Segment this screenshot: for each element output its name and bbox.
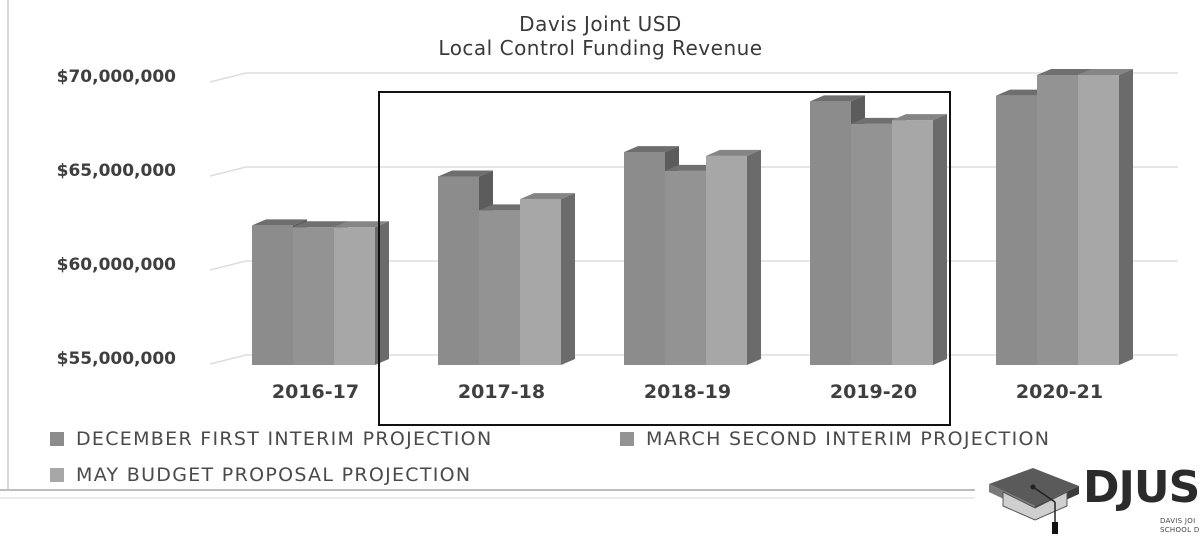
- chart-title: Davis Joint USD: [519, 12, 682, 36]
- x-tick-label: 2018-19: [644, 381, 731, 403]
- bar-side: [1119, 69, 1133, 365]
- bar-top: [892, 114, 947, 121]
- legend-label-may: MAY BUDGET PROPOSAL PROJECTION: [76, 464, 472, 486]
- bar-top: [1037, 69, 1092, 75]
- bar: [624, 152, 665, 365]
- highlight-box: [378, 91, 951, 426]
- x-tick-label: 2020-21: [1016, 381, 1103, 403]
- chart-subtitle: Local Control Funding Revenue: [438, 36, 763, 60]
- bar-side: [747, 149, 761, 365]
- bar-top: [334, 221, 389, 228]
- bar: [996, 95, 1037, 366]
- logo-subtext-1: DAVIS JOI: [1160, 517, 1196, 525]
- bar: [293, 227, 334, 365]
- logo-subtext-2: SCHOOL D: [1160, 526, 1200, 534]
- bar-top: [293, 221, 348, 228]
- bar: [1078, 75, 1119, 365]
- gridline: [209, 72, 1178, 83]
- bar: [810, 101, 851, 365]
- legend-swatch-december: [50, 432, 64, 446]
- legend-swatch-march: [620, 432, 634, 446]
- legend-item-december: DECEMBER FIRST INTERIM PROJECTION: [50, 428, 492, 450]
- bar-top: [624, 146, 679, 153]
- bar-side: [561, 193, 575, 365]
- x-tick-label: 2016-17: [272, 381, 359, 403]
- bar: [334, 227, 375, 365]
- bar: [520, 199, 561, 365]
- bar-side: [375, 221, 389, 365]
- y-tick-label: $55,000,000: [57, 349, 177, 369]
- bar-top: [252, 219, 307, 226]
- bar-side: [933, 114, 947, 366]
- bar: [706, 155, 747, 365]
- bar-top: [810, 95, 865, 102]
- bar: [252, 225, 293, 365]
- legend-label-march: MARCH SECOND INTERIM PROJECTION: [646, 428, 1051, 450]
- bar-top: [520, 193, 575, 200]
- y-tick-label: $65,000,000: [57, 161, 177, 181]
- bar: [851, 123, 892, 365]
- x-tick-label: 2017-18: [458, 381, 545, 403]
- y-tick-label: $70,000,000: [57, 67, 177, 87]
- legend-item-march: MARCH SECOND INTERIM PROJECTION: [620, 428, 1050, 450]
- bar: [438, 176, 479, 365]
- graduation-cap-icon: [989, 468, 1079, 534]
- bar: [479, 210, 520, 365]
- legend-label-december: DECEMBER FIRST INTERIM PROJECTION: [76, 428, 493, 450]
- bar-top: [438, 170, 493, 177]
- x-tick-label: 2019-20: [830, 381, 917, 403]
- legend-item-may: MAY BUDGET PROPOSAL PROJECTION: [50, 464, 471, 486]
- bar: [892, 120, 933, 366]
- bar-top: [706, 149, 761, 156]
- bar-top: [1078, 69, 1133, 75]
- y-tick-label: $60,000,000: [57, 255, 177, 275]
- bar: [665, 170, 706, 365]
- legend-swatch-may: [50, 468, 64, 482]
- bar: [1037, 75, 1078, 365]
